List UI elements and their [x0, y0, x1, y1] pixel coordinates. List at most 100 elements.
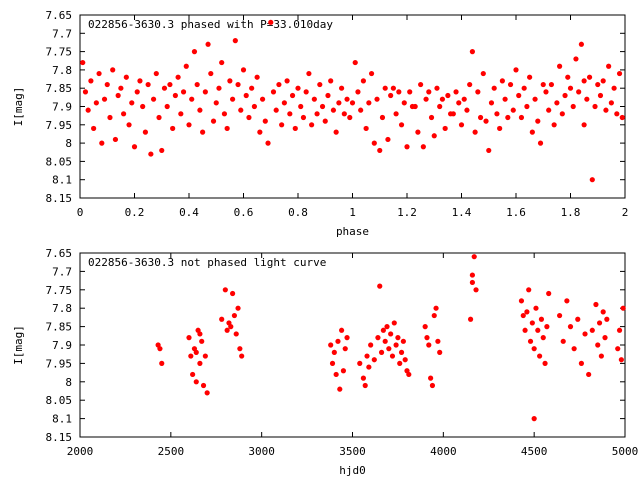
data-point [546, 107, 552, 113]
data-point [279, 122, 285, 128]
data-point [497, 125, 503, 132]
data-point [537, 353, 543, 359]
data-point [533, 305, 539, 311]
plot-frame [79, 252, 626, 438]
data-point [188, 353, 194, 359]
data-point [340, 368, 347, 374]
data-point [175, 74, 181, 80]
data-point [535, 118, 541, 124]
data-point [560, 338, 566, 344]
data-point [595, 81, 601, 88]
data-point [434, 85, 440, 91]
x-tick-label: 4500 [521, 445, 548, 458]
data-point [172, 92, 178, 99]
data-point [194, 81, 200, 88]
data-point [328, 342, 334, 348]
data-point [161, 85, 168, 91]
data-point [586, 371, 592, 378]
data-point [159, 147, 165, 154]
data-point [543, 89, 549, 95]
data-point [251, 103, 257, 110]
data-point [164, 103, 170, 110]
data-point [502, 96, 508, 102]
x-tick-label: 5000 [612, 445, 639, 458]
data-point [197, 360, 203, 366]
data-point [178, 111, 184, 117]
data-point [167, 81, 173, 88]
data-point [518, 298, 525, 304]
data-point [554, 100, 560, 106]
data-point [412, 103, 418, 110]
y-tick-label: 7.65 [46, 247, 73, 260]
data-point [382, 85, 388, 91]
data-point [287, 111, 293, 117]
data-point [473, 287, 479, 293]
data-point [398, 122, 405, 128]
data-point [562, 92, 568, 99]
chart-lightcurve: 2000 2500 3000 3500 4000 4500 5000 7.65 7.7 7.75 7… [12, 247, 638, 477]
data-point [366, 100, 372, 106]
data-point [480, 70, 486, 77]
data-point [472, 129, 478, 135]
data-point [520, 312, 526, 319]
data-point [80, 59, 86, 66]
data-point [333, 129, 339, 135]
data-point [145, 81, 151, 88]
y-axis-label: I[mag] [12, 87, 25, 127]
data-point [246, 114, 252, 121]
data-point [137, 78, 143, 84]
data-point [230, 290, 236, 297]
data-point [458, 122, 465, 128]
data-point [593, 301, 599, 308]
data-point [118, 85, 124, 91]
data-point [193, 379, 199, 385]
data-point [385, 136, 391, 143]
data-point [439, 96, 446, 102]
data-point [538, 316, 545, 322]
y-tick-label: 7.85 [46, 321, 73, 334]
data-point [82, 89, 89, 95]
data-point [620, 305, 626, 311]
data-point [600, 78, 606, 84]
data-point [216, 85, 222, 91]
data-point [289, 92, 296, 99]
data-point [186, 122, 192, 128]
y-tick-label: 8.15 [46, 431, 73, 444]
data-point [456, 100, 462, 106]
data-point [85, 107, 91, 113]
data-point [524, 309, 530, 315]
data-point [96, 70, 102, 77]
x-axis-label: hjd0 [339, 464, 366, 477]
data-point [540, 335, 546, 341]
data-point [358, 107, 364, 113]
data-point [140, 103, 146, 110]
data-point [477, 114, 484, 121]
data-point [567, 324, 574, 330]
y-tick-label: 7.8 [52, 64, 72, 77]
data-point [311, 96, 317, 102]
data-point [404, 144, 410, 150]
data-point [578, 360, 585, 366]
data-point [362, 382, 368, 389]
data-point [578, 41, 585, 47]
data-point [265, 140, 271, 146]
data-point [200, 129, 206, 135]
x-axis-label: phase [336, 225, 369, 238]
data-point [398, 349, 405, 355]
chart-title: 022856-3630.3 not phased light curve [88, 256, 326, 269]
data-point [548, 81, 555, 88]
data-point [397, 360, 403, 366]
data-point [157, 346, 163, 352]
data-point [557, 312, 563, 319]
data-point [270, 89, 277, 95]
data-point [611, 85, 617, 91]
data-point [424, 335, 430, 341]
data-point [222, 287, 228, 293]
data-point [230, 96, 236, 102]
y-tick-label: 7.95 [46, 357, 73, 370]
data-point [339, 85, 345, 91]
data-point [382, 338, 388, 344]
data-point [159, 360, 165, 366]
data-point [395, 335, 401, 341]
data-point [576, 89, 582, 95]
